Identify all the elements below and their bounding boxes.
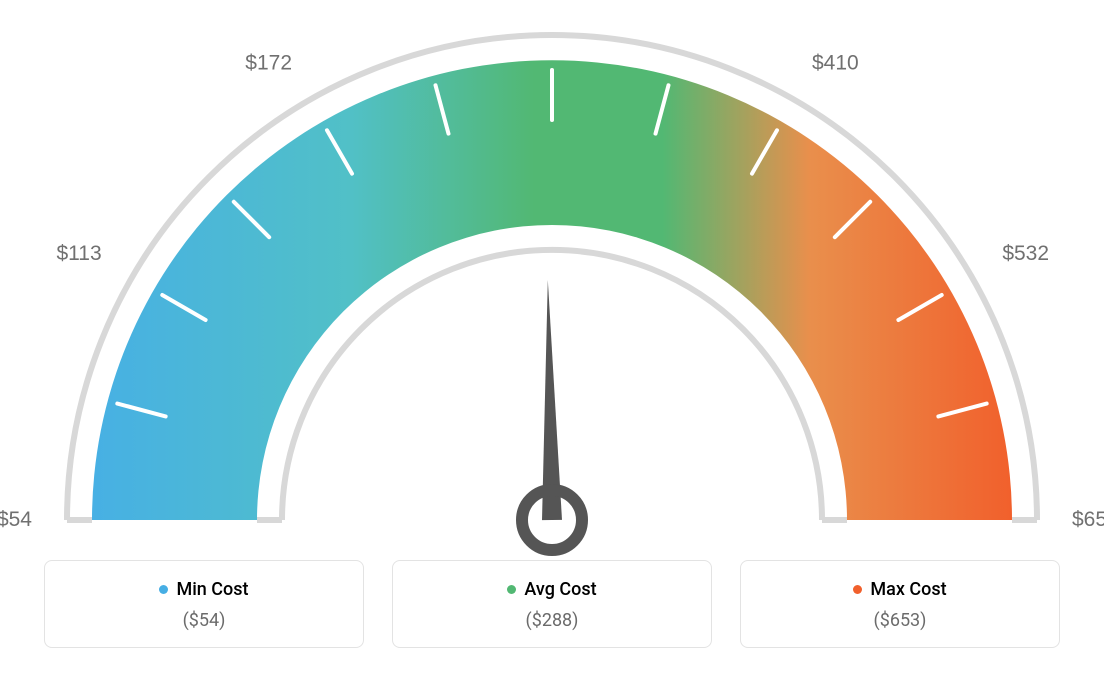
legend-row: Min Cost ($54) Avg Cost ($288) Max Cost … xyxy=(0,560,1104,648)
legend-label-min-text: Min Cost xyxy=(176,579,248,600)
legend-value-avg: ($288) xyxy=(405,610,699,631)
dot-icon xyxy=(507,585,516,594)
svg-text:$54: $54 xyxy=(0,508,32,531)
svg-text:$113: $113 xyxy=(56,242,101,265)
legend-card-avg: Avg Cost ($288) xyxy=(392,560,712,648)
legend-label-max-text: Max Cost xyxy=(870,579,946,600)
gauge-svg: $54 $113 $172 $288 $410 $532 $653 xyxy=(0,0,1104,560)
svg-text:$532: $532 xyxy=(1002,242,1049,265)
gauge-chart: $54 $113 $172 $288 $410 $532 $653 xyxy=(0,0,1104,560)
svg-text:$288: $288 xyxy=(529,0,576,1)
svg-text:$172: $172 xyxy=(245,52,292,75)
legend-label-avg: Avg Cost xyxy=(507,579,596,600)
legend-card-min: Min Cost ($54) xyxy=(44,560,364,648)
legend-card-max: Max Cost ($653) xyxy=(740,560,1060,648)
svg-text:$653: $653 xyxy=(1072,508,1104,531)
legend-value-min: ($54) xyxy=(57,610,351,631)
dot-icon xyxy=(853,585,862,594)
legend-label-max: Max Cost xyxy=(853,579,946,600)
dot-icon xyxy=(159,585,168,594)
legend-label-avg-text: Avg Cost xyxy=(524,579,596,600)
legend-value-max: ($653) xyxy=(753,610,1047,631)
legend-label-min: Min Cost xyxy=(159,579,248,600)
svg-text:$410: $410 xyxy=(812,52,859,75)
